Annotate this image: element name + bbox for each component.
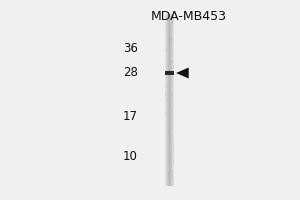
Bar — [172, 175, 173, 178]
Bar — [169, 120, 170, 123]
Bar — [171, 93, 172, 96]
Bar — [171, 38, 172, 41]
Polygon shape — [176, 68, 189, 78]
Bar — [169, 171, 170, 174]
Bar — [167, 181, 168, 184]
Bar — [169, 38, 170, 41]
Bar — [173, 66, 174, 69]
Bar — [171, 171, 172, 174]
Bar — [173, 20, 174, 23]
Bar — [173, 143, 174, 146]
Bar — [168, 103, 169, 106]
Text: 17: 17 — [123, 110, 138, 123]
Bar — [171, 42, 172, 45]
Bar — [167, 99, 168, 102]
Text: MDA-MB453: MDA-MB453 — [151, 10, 227, 23]
Text: 36: 36 — [123, 43, 138, 55]
Bar — [173, 179, 174, 182]
Bar — [167, 84, 168, 87]
Bar — [165, 71, 174, 75]
Bar — [169, 66, 170, 69]
Bar — [165, 111, 166, 114]
Bar — [173, 104, 174, 107]
Bar — [170, 21, 171, 24]
Text: 10: 10 — [123, 150, 138, 164]
Bar — [166, 26, 167, 29]
Bar — [168, 131, 169, 134]
Bar — [172, 21, 173, 24]
Bar — [168, 81, 169, 84]
Bar — [172, 109, 173, 112]
Text: 28: 28 — [123, 66, 138, 79]
Bar — [171, 112, 172, 115]
Bar — [168, 172, 169, 175]
Bar — [171, 15, 172, 18]
Bar — [169, 159, 170, 162]
Bar — [172, 78, 173, 81]
Bar — [171, 44, 172, 47]
Bar — [167, 70, 168, 73]
